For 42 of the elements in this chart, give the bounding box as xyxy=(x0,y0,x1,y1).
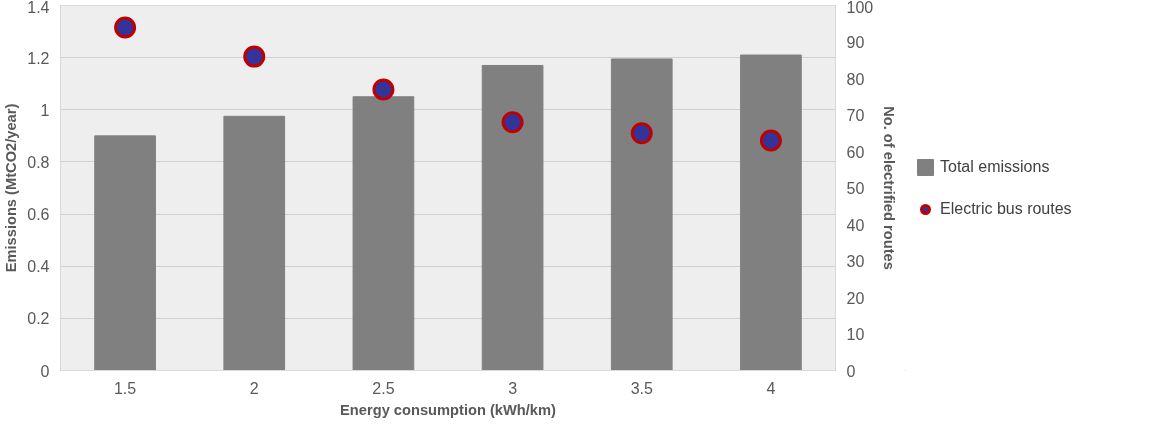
y-tick-label: 0.6 xyxy=(27,206,50,224)
y2-tick-label: 50 xyxy=(846,180,865,197)
x-axis-title: Energy consumption (kWh/km) xyxy=(340,401,557,418)
bar xyxy=(610,58,673,371)
bar xyxy=(481,64,544,371)
x-tick-label: 2.5 xyxy=(372,379,395,397)
point xyxy=(630,122,653,145)
y2-tick-label: 90 xyxy=(846,34,865,51)
point xyxy=(243,45,266,68)
y2-tick-label: 60 xyxy=(846,143,865,161)
x-tick-label: 1.5 xyxy=(113,379,137,397)
bar xyxy=(352,96,415,371)
y-tick-label: 0.2 xyxy=(27,310,50,328)
y2-tick-label: 70 xyxy=(846,107,865,124)
y2-tick-label: 40 xyxy=(846,216,865,234)
point xyxy=(759,129,782,152)
legend-label: Total emissions xyxy=(940,157,1050,176)
bar xyxy=(223,115,286,371)
y-tick-label: 0 xyxy=(40,362,50,380)
legend-label: Electric bus routes xyxy=(940,199,1072,218)
y-tick-label: 0.4 xyxy=(27,258,50,276)
y2-axis-title: No. of electrified routes xyxy=(881,106,898,270)
y-tick-label: 1.4 xyxy=(27,0,50,16)
y2-tick-label: 20 xyxy=(846,289,865,307)
point xyxy=(372,78,395,101)
y2-tick-label: 100 xyxy=(846,0,874,16)
y-axis-title: Emissions (MtCO2/year) xyxy=(3,103,20,273)
x-tick-label: 2 xyxy=(249,379,259,397)
y2-tick-label: 30 xyxy=(846,253,865,270)
y-tick-label: 1 xyxy=(40,101,50,119)
y2-tick-label: 80 xyxy=(846,70,865,88)
x-tick-label: 3 xyxy=(508,379,518,397)
point xyxy=(114,16,137,39)
x-tick-label: 4 xyxy=(766,379,776,397)
bar xyxy=(94,135,156,371)
bar xyxy=(740,54,802,371)
x-tick-label: 3.5 xyxy=(630,379,653,397)
y2-tick-label: 10 xyxy=(846,326,865,343)
y-tick-label: 0.8 xyxy=(27,153,50,171)
y-tick-label: 1.2 xyxy=(27,49,50,67)
y2-tick-label: 0 xyxy=(846,362,856,380)
point xyxy=(501,111,524,134)
